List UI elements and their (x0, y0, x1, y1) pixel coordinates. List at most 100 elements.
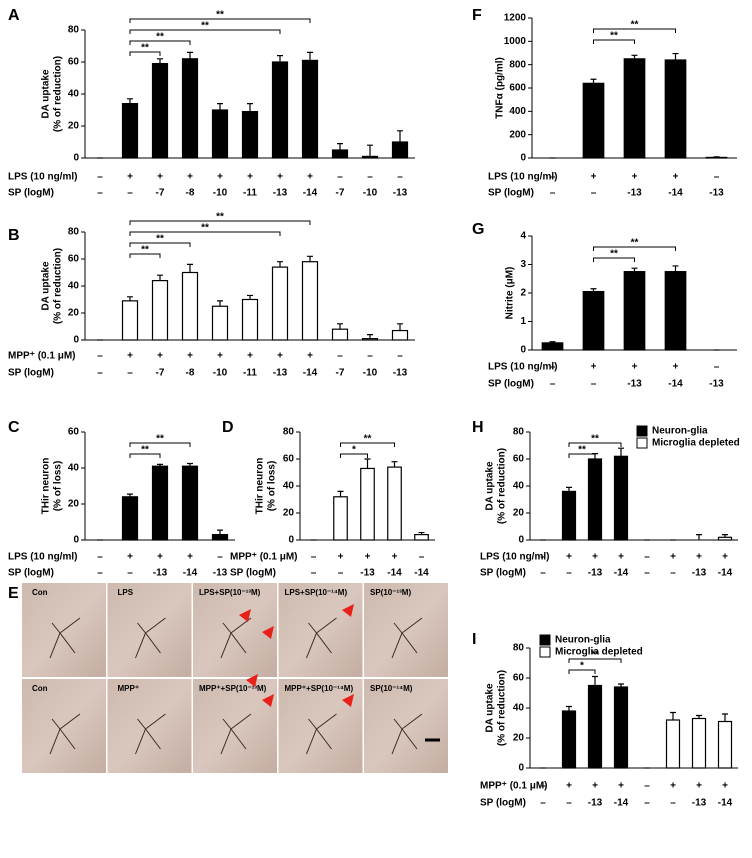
sig-label: ** (216, 10, 224, 21)
y-tick-label: 80 (283, 427, 295, 438)
bar (561, 490, 577, 541)
row-entry: -7 (336, 188, 345, 199)
arrow (342, 694, 354, 707)
bar (665, 719, 681, 769)
bar (541, 342, 564, 351)
row-entry: -13 (213, 568, 228, 579)
error-bar (618, 683, 624, 687)
row-entry: -13 (273, 188, 288, 199)
row-entry: + (157, 172, 163, 183)
row-entry: + (632, 172, 638, 183)
legend-swatch (539, 646, 551, 658)
error-bar (722, 713, 728, 722)
error-bar (672, 52, 679, 60)
row-entry: + (365, 552, 371, 563)
row-entry: + (157, 552, 163, 563)
bar (211, 305, 229, 341)
row-entry: + (277, 172, 283, 183)
neuron (49, 617, 81, 659)
sig-label: ** (591, 650, 599, 661)
bar (582, 82, 605, 159)
bar (151, 465, 169, 541)
y-tick-label: 3 (520, 259, 526, 270)
bar (717, 536, 733, 541)
y-tick-label: 60 (513, 673, 525, 684)
error-bar (247, 103, 253, 112)
image-label: MPP⁺+SP(10⁻¹⁴M) (285, 684, 354, 693)
y-tick-label: 60 (283, 454, 295, 465)
row-label: SP (logM) (8, 188, 54, 199)
row-entry: + (592, 552, 598, 563)
arrow (342, 604, 354, 617)
error-bar (397, 130, 403, 142)
y-tick-label: 40 (513, 703, 525, 714)
legend-swatch (539, 634, 551, 646)
error-bar (277, 55, 283, 62)
row-entry: – (550, 188, 556, 199)
row-entry: + (307, 172, 313, 183)
row-entry: -7 (156, 368, 165, 379)
y-tick-label: 400 (509, 106, 526, 117)
row-entry: + (187, 351, 193, 362)
image-label: Con (32, 684, 48, 693)
y-tick-label: 0 (518, 763, 524, 774)
row-entry: -13 (627, 188, 642, 199)
y-axis-label: (% of loss) (267, 461, 278, 512)
legend-swatch (636, 437, 648, 449)
bar (613, 686, 629, 769)
sig-label: ** (156, 32, 164, 43)
row-entry: -10 (213, 368, 228, 379)
sig-label: ** (631, 238, 639, 249)
row-entry: – (644, 781, 650, 792)
row-entry: – (367, 351, 373, 362)
row-label: MPP⁺ (0.1 μM) (8, 351, 76, 362)
row-entry: -13 (588, 568, 603, 579)
error-bar (590, 288, 597, 292)
row-entry: – (217, 552, 223, 563)
image-label: SP(10⁻¹³M) (370, 588, 411, 597)
row-entry: – (550, 379, 556, 390)
bar (717, 720, 733, 769)
row-entry: – (397, 172, 403, 183)
row-entry: + (591, 362, 597, 373)
row-entry: + (157, 351, 163, 362)
row-entry: -10 (213, 188, 228, 199)
row-entry: – (419, 552, 425, 563)
row-entry: + (392, 552, 398, 563)
error-bar (722, 534, 728, 538)
bar (623, 271, 646, 351)
y-tick-label: 40 (513, 481, 525, 492)
y-tick-label: 0 (73, 535, 79, 546)
neuron (306, 617, 337, 659)
sig-label: ** (578, 445, 586, 456)
panel-e: E Con LPS LPS+SP(10⁻¹³M) LPS+SP(10⁻¹⁴M) SP(1… (8, 583, 448, 773)
error-bar (187, 51, 193, 59)
row-entry: – (97, 188, 103, 199)
row-label: SP (logM) (8, 568, 54, 579)
row-entry: – (714, 362, 720, 373)
error-bar (631, 54, 638, 59)
error-bar (670, 711, 676, 720)
bar (664, 59, 687, 159)
row-entry: -14 (614, 798, 629, 809)
row-entry: -14 (387, 568, 402, 579)
row-entry: – (337, 172, 343, 183)
row-entry: + (673, 362, 679, 373)
sig-bracket (593, 257, 635, 262)
legend-label: Neuron-glia (555, 635, 611, 646)
row-entry: + (696, 781, 702, 792)
y-axis-label: (% of reduction) (53, 248, 64, 324)
y-tick-label: 20 (283, 508, 295, 519)
error-bar (247, 294, 253, 300)
sig-label: ** (610, 31, 618, 42)
row-entry: – (550, 172, 556, 183)
sig-bracket (129, 253, 161, 258)
error-bar (631, 267, 638, 272)
row-entry: -13 (692, 798, 707, 809)
y-axis-label: (% of reduction) (53, 56, 64, 132)
row-entry: -10 (363, 188, 378, 199)
row-entry: -8 (186, 368, 195, 379)
row-entry: + (670, 552, 676, 563)
sig-bracket (568, 669, 596, 674)
bar (121, 300, 139, 341)
